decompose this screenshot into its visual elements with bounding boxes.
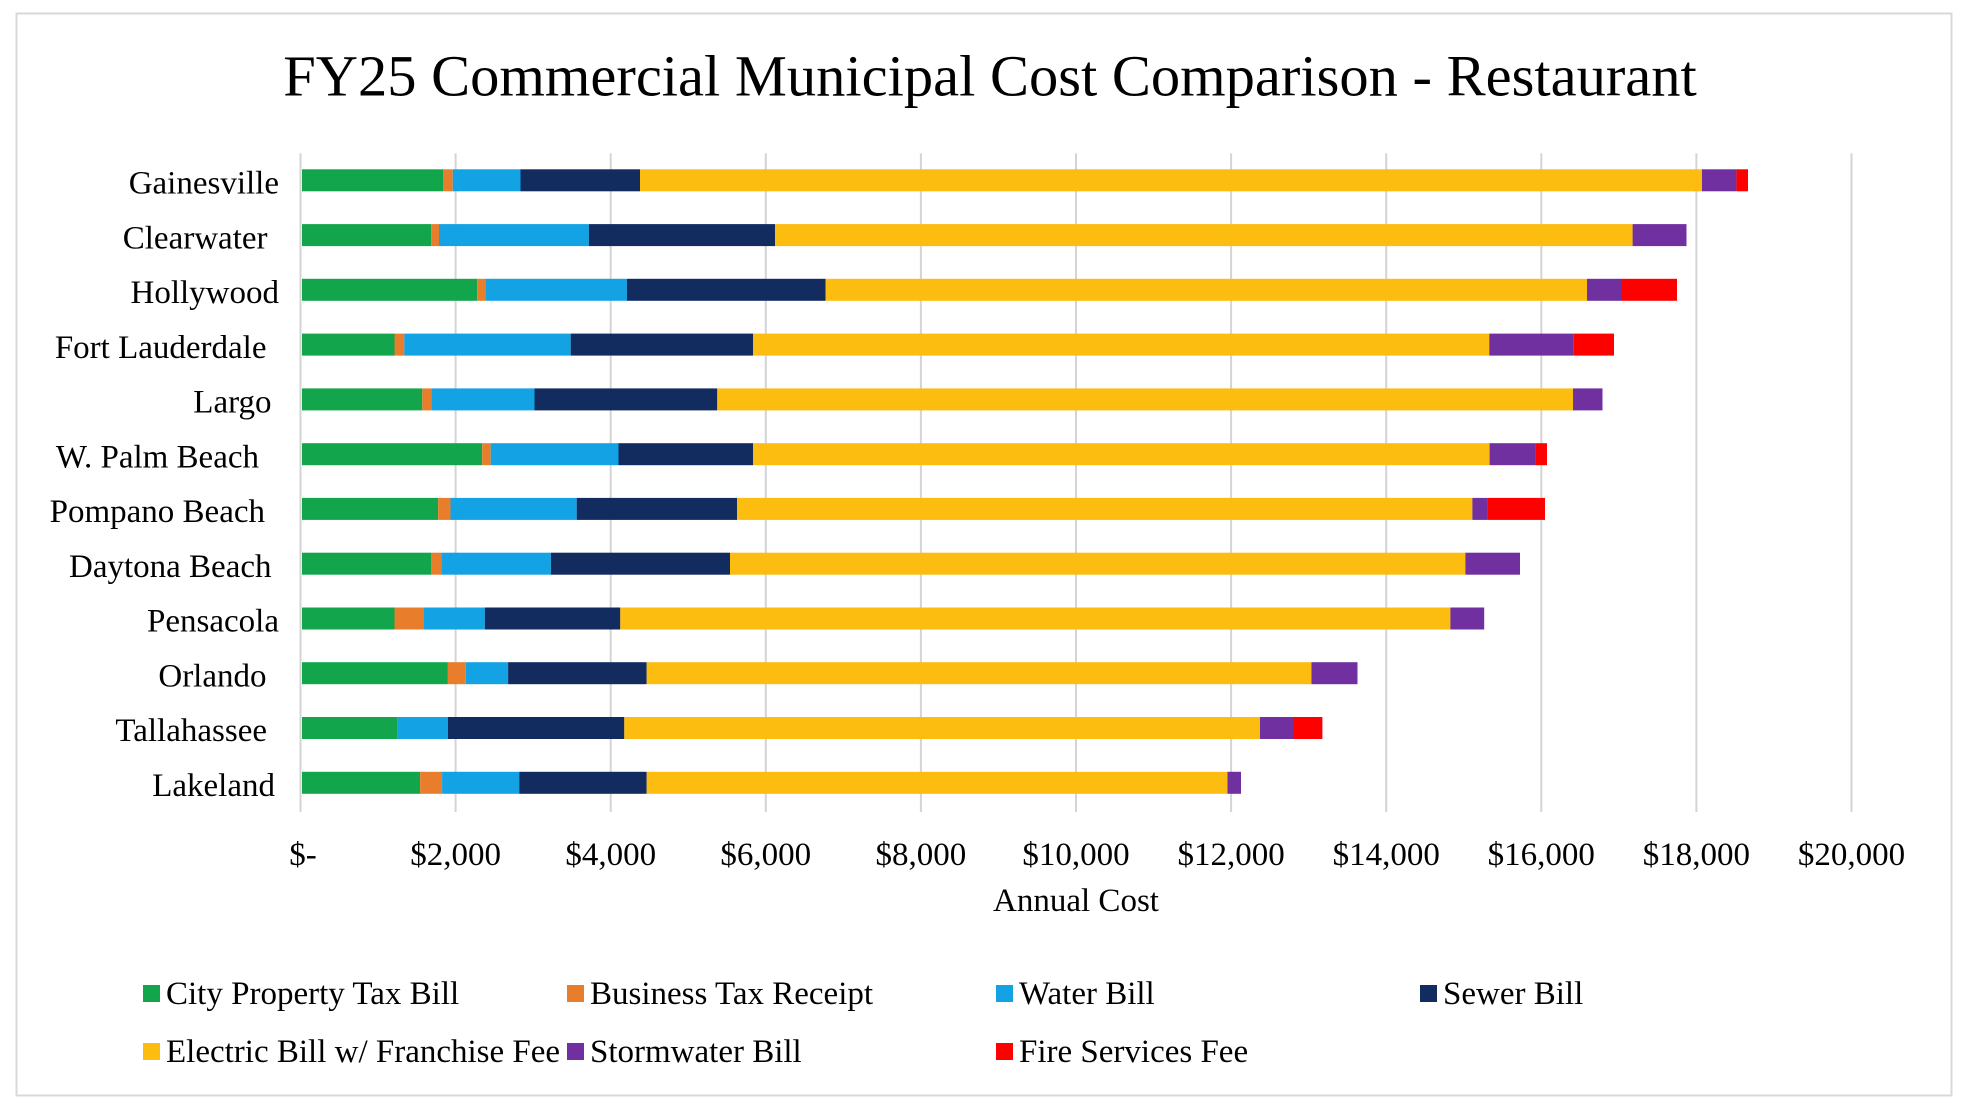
svg-text:$14,000: $14,000 (1333, 837, 1440, 873)
svg-text:Pompano Beach: Pompano Beach (50, 494, 266, 530)
svg-text:$4,000: $4,000 (565, 837, 656, 873)
svg-text:$10,000: $10,000 (1022, 837, 1129, 873)
svg-text:$-: $- (289, 837, 317, 873)
svg-text:Electric Bill w/ Franchise Fee: Electric Bill w/ Franchise Fee (166, 1034, 560, 1070)
svg-text:Largo: Largo (193, 385, 271, 421)
svg-text:Orlando: Orlando (158, 658, 266, 694)
svg-text:$18,000: $18,000 (1643, 837, 1750, 873)
svg-text:$16,000: $16,000 (1488, 837, 1595, 873)
svg-text:Pensacola: Pensacola (147, 604, 279, 640)
svg-text:$12,000: $12,000 (1177, 837, 1284, 873)
svg-text:$20,000: $20,000 (1798, 837, 1905, 873)
svg-text:Water Bill: Water Bill (1019, 976, 1155, 1012)
svg-text:Daytona Beach: Daytona Beach (69, 549, 272, 585)
svg-text:Fort Lauderdale: Fort Lauderdale (55, 330, 267, 366)
svg-text:$8,000: $8,000 (876, 837, 967, 873)
svg-text:Fire Services Fee: Fire Services Fee (1019, 1034, 1248, 1070)
svg-text:Annual Cost: Annual Cost (993, 883, 1159, 919)
svg-text:Stormwater Bill: Stormwater Bill (590, 1034, 802, 1070)
svg-text:Lakeland: Lakeland (152, 768, 275, 804)
svg-text:FY25 Commercial Municipal Cost: FY25 Commercial Municipal Cost Compariso… (283, 44, 1697, 109)
svg-text:Clearwater: Clearwater (123, 220, 268, 256)
svg-text:W. Palm Beach: W. Palm Beach (56, 439, 260, 475)
svg-text:$2,000: $2,000 (410, 837, 501, 873)
svg-text:$6,000: $6,000 (720, 837, 811, 873)
svg-text:Hollywood: Hollywood (131, 275, 280, 311)
svg-text:Sewer Bill: Sewer Bill (1443, 976, 1583, 1012)
svg-text:City Property Tax Bill: City Property Tax Bill (166, 976, 459, 1012)
svg-text:Business Tax Receipt: Business Tax Receipt (590, 976, 873, 1012)
svg-text:Gainesville: Gainesville (129, 166, 279, 202)
svg-text:Tallahassee: Tallahassee (115, 713, 267, 749)
